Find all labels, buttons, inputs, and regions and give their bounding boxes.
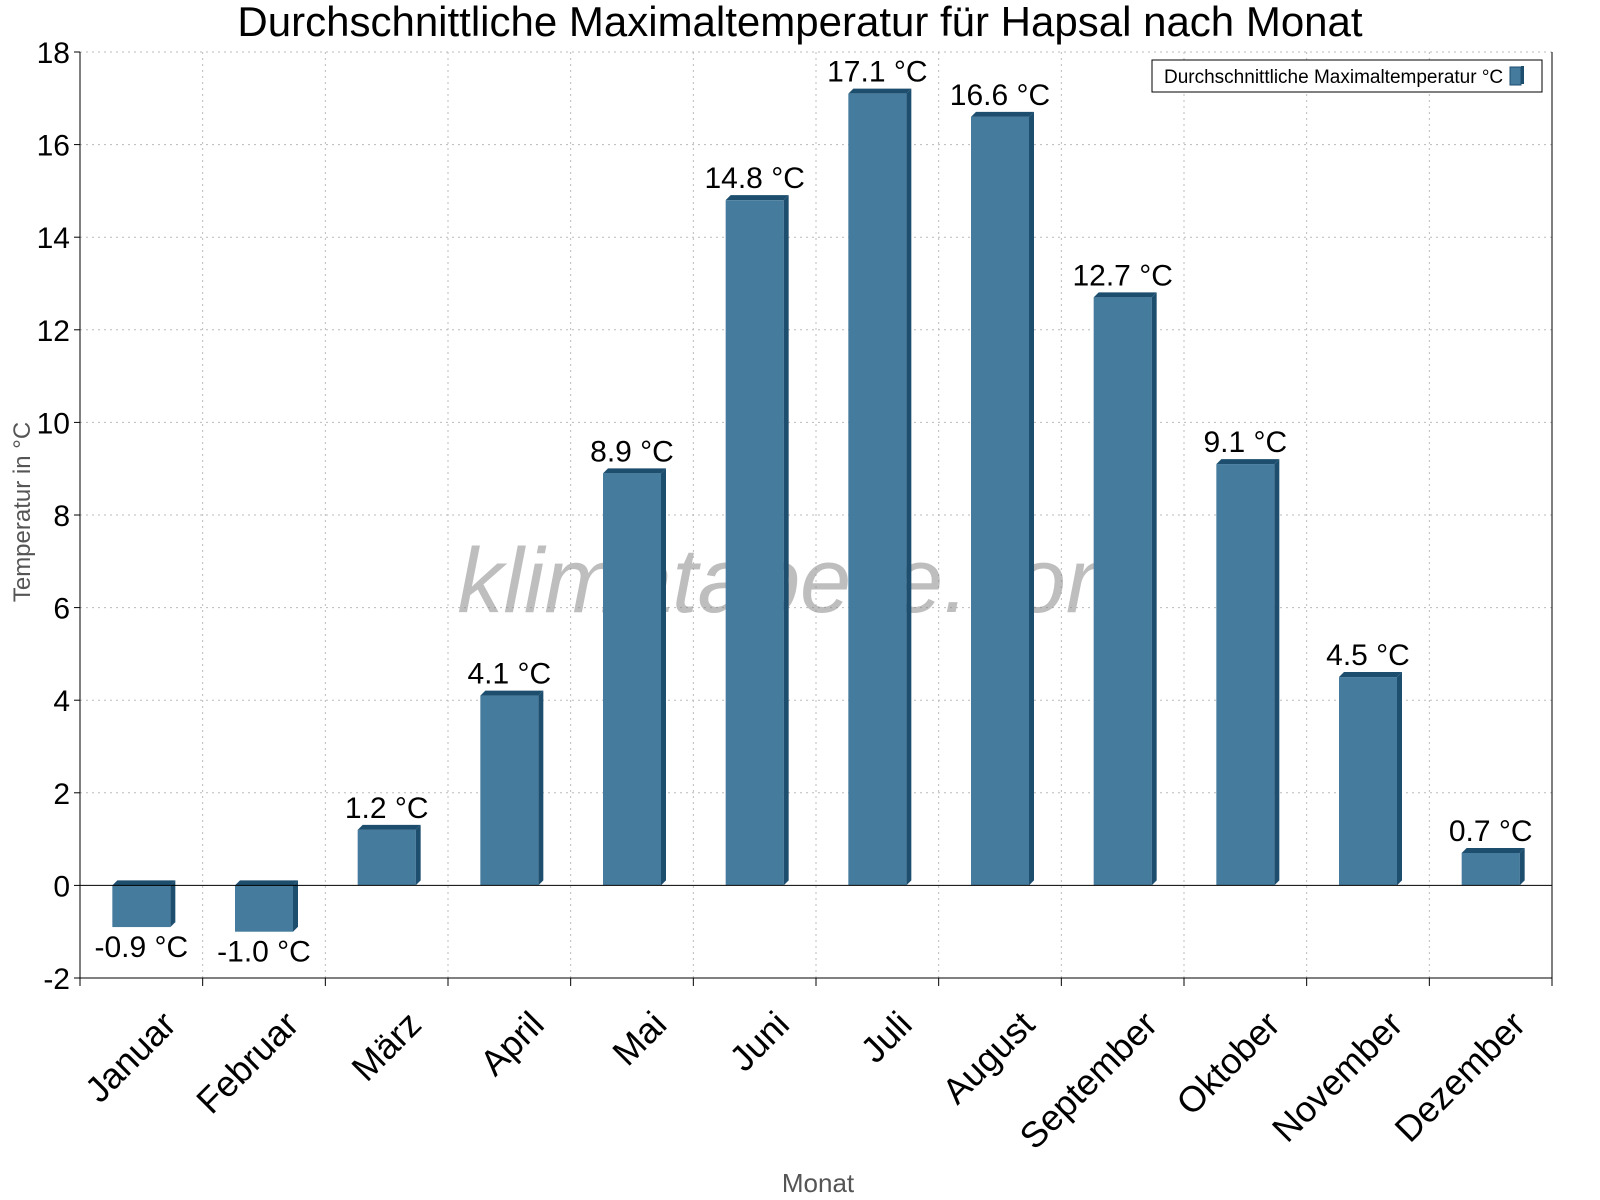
data-labels: -0.9 °C -1.0 °C 1.2 °C 4.1 °C 8.9 °C 14.8 °C 1… [94,56,1532,969]
bar-side [170,880,176,928]
bar-side [661,468,666,886]
y-tick-label: 12 [37,315,70,348]
bar-top [725,195,789,201]
bar-top [112,880,176,886]
y-tick-label: -2 [43,963,70,996]
data-label: 16.6 °C [950,79,1050,112]
y-axis-title: Temperatur in °C [9,422,36,602]
bar-top [603,468,666,474]
data-label: -1.0 °C [217,936,311,969]
legend-label: Durchschnittliche Maximaltemperatur °C [1164,67,1503,88]
bar-top [235,880,298,886]
x-tick-label: Januar [77,1003,184,1110]
bar-top [1461,847,1525,853]
data-label: 0.7 °C [1449,815,1533,848]
x-tick-label: April [472,1003,552,1083]
bar [725,200,784,886]
bar [1093,297,1152,886]
bar-side [293,880,298,932]
x-tick-label: Februar [188,1003,306,1121]
y-tick-label: 18 [37,37,70,70]
x-tick-label: Juli [852,1003,919,1070]
bar-side [906,88,912,886]
data-label: 1.2 °C [345,792,429,825]
data-label: -0.9 °C [94,931,188,964]
bar-side [1151,292,1157,886]
y-tick-label: 16 [37,130,70,163]
legend-swatch [1509,66,1522,86]
y-tick-label: 0 [53,870,70,903]
bar-side [538,690,544,886]
data-label: 4.1 °C [467,658,551,691]
bar-top [1339,672,1402,678]
legend-box [1151,59,1543,93]
bar [235,885,293,932]
bar [357,829,416,886]
bar [971,116,1029,886]
x-tick-label: Juni [721,1003,797,1079]
y-tick-label: 14 [37,222,70,255]
bar [1339,677,1397,886]
bar-top [357,824,421,830]
watermark: klimatabelle.com [457,530,1142,632]
data-label: 17.1 °C [827,56,927,89]
y-tick-label: 6 [53,593,70,626]
bar-top [480,690,544,696]
bar-side [1519,847,1525,886]
data-label: 8.9 °C [590,435,674,468]
y-tick-label: 8 [53,500,70,533]
bar-top [1216,459,1280,465]
bar-side [1029,111,1034,886]
x-tick-label: März [343,1003,429,1089]
legend-swatch-side [1521,66,1524,84]
y-tick-label: 4 [53,685,70,718]
bar [848,93,907,886]
x-tick-label: Dezember [1387,1003,1533,1149]
bar-top [1093,292,1157,298]
bar-side [415,824,421,886]
bar-top [971,111,1034,117]
grid-lines [80,51,1552,979]
x-tick-label: Oktober [1168,1003,1288,1123]
x-tick-label: November [1264,1003,1410,1149]
bar [112,885,171,928]
bars [112,88,1525,932]
y-tick-label: 10 [37,407,70,440]
data-label: 9.1 °C [1203,426,1287,459]
bar [1216,464,1275,886]
x-tick-label: August [934,1003,1042,1111]
bar [1461,852,1520,886]
chart-title: Durchschnittliche Maximaltemperatur für … [237,0,1362,45]
bar [480,695,539,886]
y-tick-label: 2 [53,778,70,811]
data-label: 12.7 °C [1072,259,1172,292]
x-axis-title: Monat [782,1168,855,1198]
bar-side [1274,459,1280,886]
bar [603,473,661,886]
data-label: 14.8 °C [704,162,804,195]
bar-side [783,195,789,886]
data-label: 4.5 °C [1326,639,1410,672]
x-tick-label: Mai [604,1003,674,1073]
bar-top [848,88,912,94]
bar-side [1397,672,1402,886]
legend: Durchschnittliche Maximaltemperatur °C [1151,59,1543,93]
